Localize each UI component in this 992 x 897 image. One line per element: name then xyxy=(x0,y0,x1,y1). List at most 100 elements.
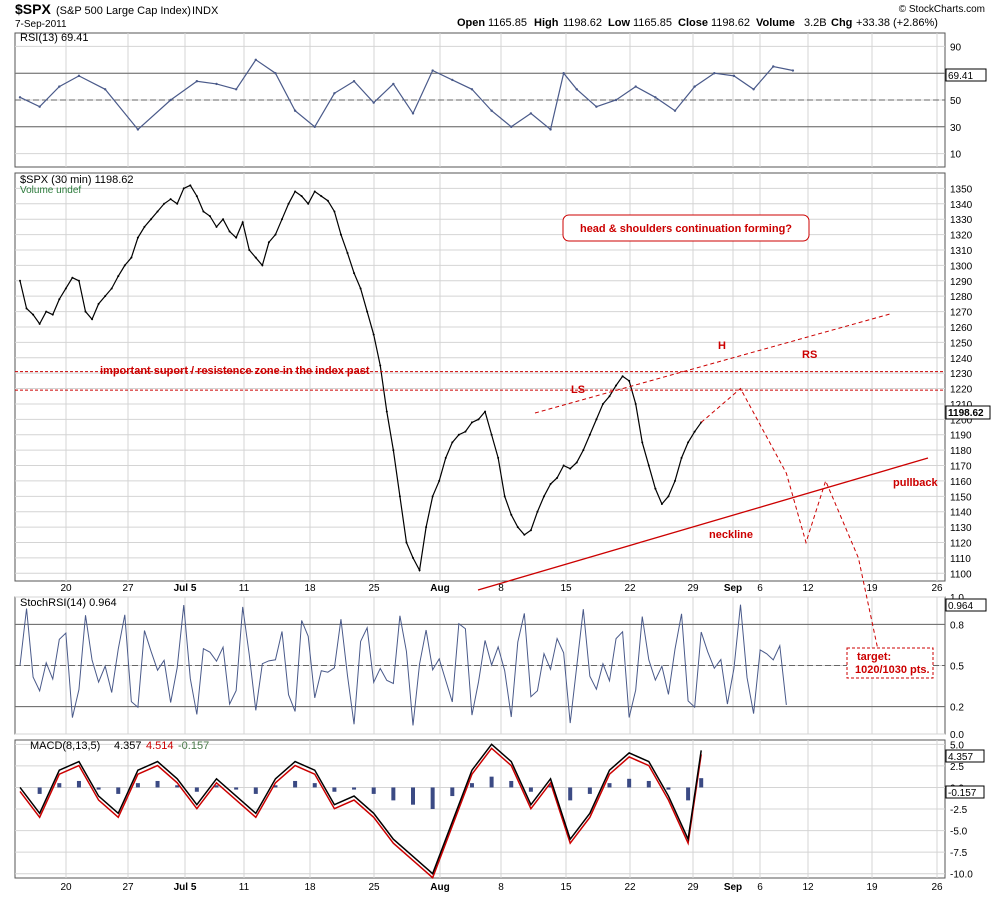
volume-legend: Volume undef xyxy=(20,185,81,196)
price-point xyxy=(294,190,297,193)
x-tick-label-bottom: 11 xyxy=(239,882,250,893)
rsi-point xyxy=(470,88,474,91)
price-y-tick-label: 1130 xyxy=(950,523,972,534)
rsi-point xyxy=(752,88,755,91)
price-y-tick-label: 1300 xyxy=(950,261,973,272)
x-tick-label: 11 xyxy=(239,583,250,594)
macd-histogram-bar xyxy=(312,783,317,788)
price-point xyxy=(176,202,179,205)
price-point xyxy=(693,430,696,433)
x-tick-label-bottom: 26 xyxy=(931,882,943,893)
low-value: 1165.85 xyxy=(633,17,672,29)
stochrsi-value-tag: 0.964 xyxy=(945,598,987,612)
price-point xyxy=(254,256,257,259)
macd-histogram-bar xyxy=(76,780,81,788)
macd-histogram-bar xyxy=(234,787,239,790)
price-point xyxy=(556,476,559,479)
macd-histogram-bar xyxy=(96,787,101,790)
price-title: $SPX (30 min) 1198.62 xyxy=(20,174,134,186)
rsi-point xyxy=(333,92,336,95)
rsi-point xyxy=(38,105,41,108)
macd-value-label: 4.357 xyxy=(948,752,973,763)
price-y-tick-label: 1270 xyxy=(950,308,973,319)
x-tick-label-bottom: 6 xyxy=(757,882,763,893)
rsi-point xyxy=(693,85,696,88)
price-point xyxy=(150,218,152,221)
x-tick-label: 20 xyxy=(60,583,72,594)
macd-title-label: MACD(8,13,5) xyxy=(30,740,100,752)
ls-label: LS xyxy=(571,384,585,396)
rsi-point xyxy=(372,101,375,104)
rsi-point xyxy=(451,78,454,82)
price-point xyxy=(169,198,172,201)
price-point xyxy=(189,184,192,187)
zone-text: important suport / resistence zone in th… xyxy=(100,365,370,377)
price-point xyxy=(77,279,80,282)
price-point xyxy=(117,275,120,278)
open-value: 1165.85 xyxy=(488,17,527,29)
macd-histogram-bar xyxy=(273,785,278,788)
price-point xyxy=(608,395,611,398)
price-y-tick-label: 1230 xyxy=(950,369,973,380)
close-value: 1198.62 xyxy=(711,17,750,29)
stochrsi-value-label: 0.964 xyxy=(948,601,973,612)
price-point xyxy=(601,402,604,405)
price-value-tag: 1198.62 xyxy=(945,405,991,420)
price-point xyxy=(680,456,683,459)
price-point xyxy=(58,298,61,301)
price-point xyxy=(215,225,218,228)
price-y-tick-label: 1310 xyxy=(950,246,973,257)
rsi-point xyxy=(293,109,297,112)
price-point xyxy=(438,479,441,482)
chg-label: Chg xyxy=(831,17,852,29)
neckline-label: neckline xyxy=(709,529,753,541)
price-point xyxy=(516,526,519,529)
price-point xyxy=(248,248,251,251)
chart-symbol: $SPX xyxy=(15,1,51,17)
price-point xyxy=(543,495,545,498)
price-value-label: 1198.62 xyxy=(948,408,984,419)
price-y-tick-label: 1240 xyxy=(950,354,973,365)
rsi-point xyxy=(254,58,257,61)
price-point xyxy=(261,264,264,267)
price-y-tick-label: 1350 xyxy=(950,184,973,195)
x-tick-label: 27 xyxy=(122,583,134,594)
x-tick-label-bottom: 29 xyxy=(687,882,699,893)
price-point xyxy=(660,503,663,506)
macd-y-tick-label: 5.0 xyxy=(950,740,964,751)
ohlc-readout: Open 1165.85 High 1198.62 Low 1165.85 Cl… xyxy=(457,17,938,29)
price-point xyxy=(588,433,591,436)
price-point xyxy=(647,464,650,467)
rs-projection xyxy=(700,387,879,651)
price-point xyxy=(621,375,624,378)
price-point xyxy=(569,467,572,470)
price-point xyxy=(529,529,532,532)
price-point xyxy=(136,236,139,239)
x-tick-label-bottom: 25 xyxy=(368,882,380,893)
macd-histogram-bar xyxy=(548,785,553,788)
rsi-y-tick-label: 10 xyxy=(950,150,962,161)
rs-label: RS xyxy=(802,349,817,361)
head-shoulders-text: head & shoulders continuation forming? xyxy=(580,223,792,235)
price-point xyxy=(451,441,454,444)
price-point xyxy=(641,441,644,444)
price-point xyxy=(490,433,493,436)
macd-y-tick-label: -2.5 xyxy=(950,805,968,816)
rsi-point xyxy=(634,85,637,88)
price-point xyxy=(110,287,113,290)
series-layer xyxy=(15,58,945,879)
price-point xyxy=(654,487,657,490)
macd-histogram-bar xyxy=(607,783,612,788)
x-tick-label: Jul 5 xyxy=(174,583,197,594)
price-point xyxy=(64,287,67,290)
price-point xyxy=(359,287,362,290)
rsi-point xyxy=(313,125,316,128)
macd-y-tick-label: -5.0 xyxy=(950,827,968,838)
price-y-tick-label: 1250 xyxy=(950,338,973,349)
price-point xyxy=(241,221,244,224)
macd-signal-line xyxy=(19,747,702,879)
x-tick-label-bottom: 19 xyxy=(866,882,878,893)
rsi-point xyxy=(431,69,434,72)
rsi-point xyxy=(490,109,493,112)
